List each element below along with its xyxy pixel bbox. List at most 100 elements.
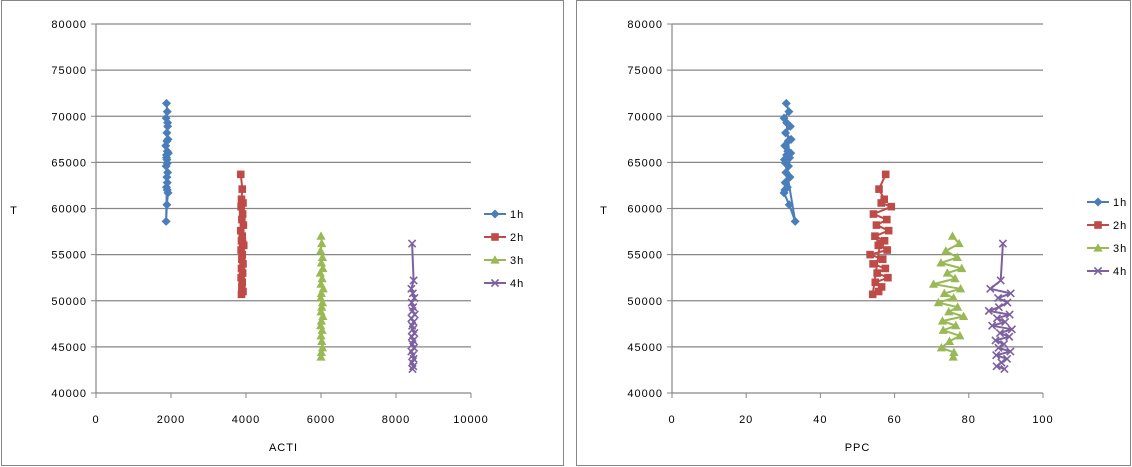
chart2-data-point bbox=[783, 136, 793, 146]
chart1-series-3h bbox=[315, 231, 328, 361]
chart2-legend-label: 1h bbox=[1113, 197, 1127, 209]
chart2-y-tick-label: 65000 bbox=[627, 157, 663, 169]
chart2-data-point bbox=[877, 199, 886, 207]
chart2-y-axis-title: T bbox=[600, 205, 608, 217]
chart1-data-point bbox=[237, 246, 245, 254]
chart1-data-point bbox=[237, 264, 246, 273]
chart2-data-point bbox=[928, 279, 939, 288]
chart2-series-4h bbox=[984, 239, 1017, 374]
chart2-data-point bbox=[992, 351, 1001, 360]
chart2-data-point bbox=[992, 314, 1002, 323]
chart1-data-point bbox=[236, 170, 245, 179]
chart2-series-line bbox=[987, 243, 1013, 370]
chart1-data-point bbox=[317, 302, 327, 311]
chart2-data-point bbox=[868, 290, 877, 299]
chart1-y-tick-label: 80000 bbox=[51, 19, 87, 31]
chart2-x-tick-label: 60 bbox=[887, 414, 901, 426]
chart2-legend-label: 4h bbox=[1113, 266, 1127, 278]
chart1-data-point bbox=[236, 226, 245, 235]
chart2-data-point bbox=[996, 276, 1005, 285]
chart1-y-tick-label: 55000 bbox=[51, 250, 87, 262]
chart1-y-tick-label: 70000 bbox=[51, 111, 87, 123]
chart1-series-4h bbox=[407, 239, 419, 374]
chart2-data-point bbox=[782, 182, 792, 192]
chart1-data-point bbox=[162, 153, 171, 163]
chart2-data-point bbox=[953, 302, 963, 311]
chart2-data-point bbox=[871, 232, 879, 240]
chart1-y-tick-label: 75000 bbox=[51, 65, 87, 77]
chart2-data-point bbox=[1000, 317, 1010, 327]
chart1-legend-marker bbox=[491, 233, 499, 241]
chart2-data-point bbox=[1007, 325, 1017, 334]
chart2-series-3h bbox=[928, 231, 969, 361]
chart1-x-tick-label: 2000 bbox=[157, 414, 185, 426]
chart1-data-point bbox=[317, 297, 328, 307]
chart2-data-point bbox=[947, 231, 958, 240]
chart2-data-point bbox=[780, 178, 790, 188]
chart2-legend-marker bbox=[1093, 197, 1103, 207]
chart2-data-point bbox=[873, 269, 881, 277]
chart2-data-point bbox=[876, 239, 884, 248]
chart2-data-point bbox=[872, 221, 881, 229]
chart2-data-point bbox=[959, 311, 969, 321]
chart1-data-point bbox=[316, 352, 326, 361]
chart2-legend-marker bbox=[1094, 221, 1102, 229]
chart2-data-point bbox=[997, 358, 1006, 367]
chart2-data-point bbox=[875, 185, 883, 193]
chart2-data-point bbox=[986, 284, 995, 293]
chart1-data-point bbox=[239, 221, 248, 229]
chart2-data-point bbox=[948, 352, 958, 361]
chart1-data-point bbox=[408, 364, 417, 374]
chart2-legend-label: 2h bbox=[1113, 220, 1127, 232]
chart1-legend-label: 2h bbox=[510, 232, 524, 244]
chart2-data-point bbox=[878, 255, 887, 264]
chart1-data-point bbox=[238, 185, 247, 193]
chart1-legend-marker bbox=[490, 278, 500, 288]
chart1-data-point bbox=[409, 362, 418, 371]
chart2-data-point bbox=[1002, 354, 1012, 364]
chart2-data-point bbox=[884, 226, 893, 235]
chart2-data-point bbox=[887, 202, 896, 211]
chart1-data-point bbox=[238, 255, 246, 264]
chart2-data-point bbox=[995, 328, 1005, 338]
chart1-y-tick-label: 45000 bbox=[51, 342, 87, 354]
chart1-data-point bbox=[238, 283, 246, 291]
chart1-data-point bbox=[317, 325, 327, 334]
chart2-data-point bbox=[952, 252, 962, 261]
chart1-y-tick-label: 60000 bbox=[51, 204, 87, 216]
chart2-y-tick-label: 70000 bbox=[627, 111, 663, 123]
chart2-legend-marker bbox=[1093, 243, 1103, 252]
chart2-y-tick-label: 50000 bbox=[627, 296, 663, 308]
chart2-data-point bbox=[994, 303, 1004, 312]
chart2-legend-label: 3h bbox=[1113, 243, 1127, 255]
chart2-y-tick-label: 40000 bbox=[627, 388, 663, 400]
chart2-data-point bbox=[949, 347, 959, 357]
chart2-data-point bbox=[781, 128, 791, 138]
chart2-x-tick-label: 20 bbox=[739, 414, 753, 426]
chart1-x-axis-title: ACTI bbox=[269, 442, 298, 454]
chart1-x-tick-label: 0 bbox=[92, 414, 99, 426]
chart1-data-point bbox=[162, 98, 171, 108]
chart1-data-point bbox=[162, 136, 172, 146]
chart2-data-point bbox=[933, 297, 943, 307]
chart1-data-point bbox=[410, 293, 419, 303]
chart2-x-tick-label: 80 bbox=[962, 414, 976, 426]
chart1-x-tick-label: 6000 bbox=[307, 414, 335, 426]
chart1-data-point bbox=[237, 202, 245, 211]
chart2-legend: 1h 2h 3h 4h bbox=[1087, 197, 1127, 278]
chart2-data-point bbox=[877, 283, 886, 291]
chart1-legend-label: 1h bbox=[510, 209, 524, 221]
chart2-x-axis-title: PPC bbox=[845, 442, 871, 454]
chart2-y-tick-label: 55000 bbox=[627, 250, 663, 262]
chart2-data-point bbox=[883, 246, 891, 254]
chart2-x-tick-label: 40 bbox=[813, 414, 827, 426]
chart1-data-point bbox=[237, 273, 245, 282]
chart2-data-point bbox=[782, 118, 792, 128]
chart1-data-point bbox=[316, 331, 326, 340]
chart1-data-point bbox=[237, 290, 246, 299]
chart-acti-svg: 4000045000500005500060000650007000075000… bbox=[10, 19, 524, 454]
chart1-data-point bbox=[409, 276, 418, 285]
chart1-data-point bbox=[238, 278, 247, 287]
chart2-data-point bbox=[871, 278, 880, 287]
chart2-data-point bbox=[786, 148, 796, 158]
